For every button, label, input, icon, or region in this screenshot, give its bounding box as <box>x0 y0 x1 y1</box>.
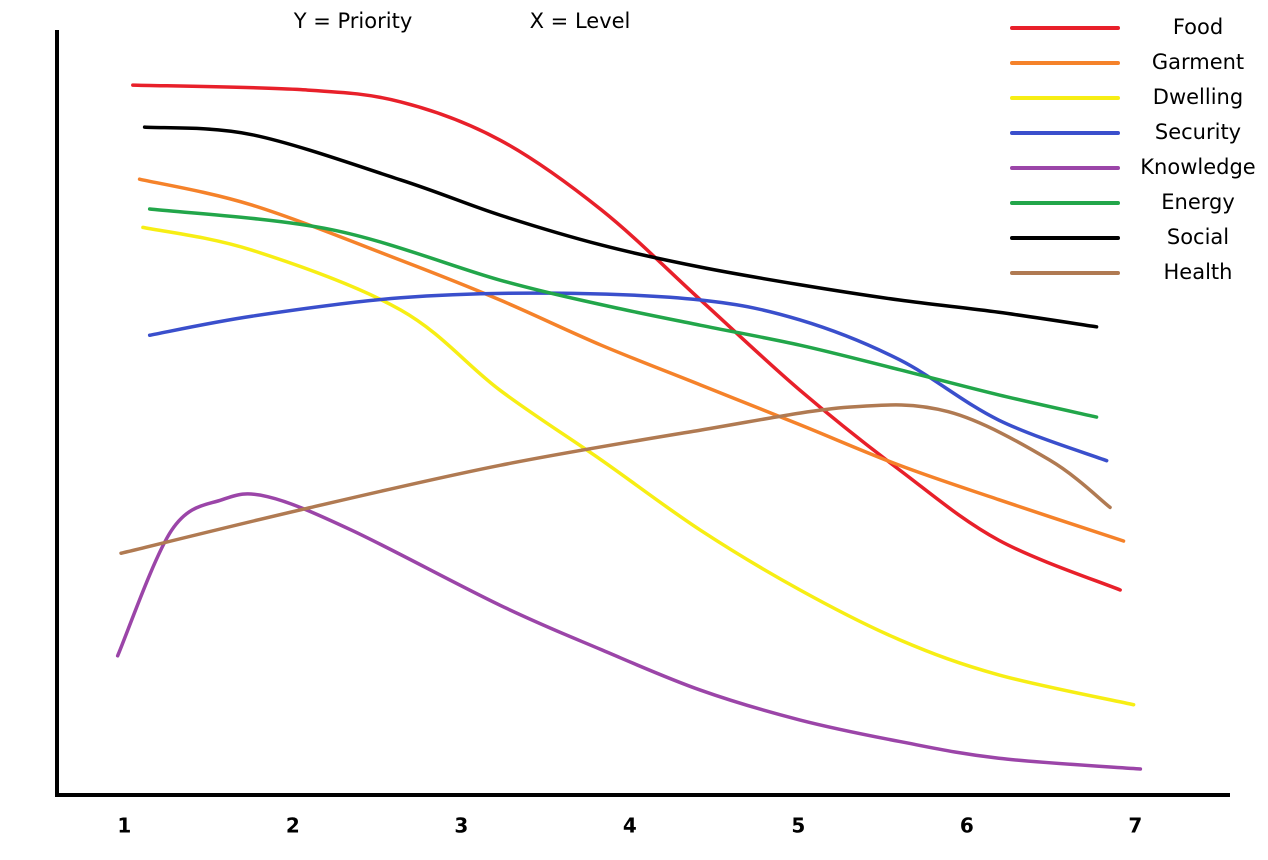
series-line <box>142 125 1099 329</box>
series-line <box>147 207 1099 419</box>
x-tick-label: 6 <box>960 814 974 838</box>
x-tick-label: 5 <box>791 814 805 838</box>
x-tick-label: 4 <box>623 814 637 838</box>
annotation: Y = Priority <box>293 9 413 33</box>
legend-label: Knowledge <box>1140 155 1255 179</box>
series-line <box>147 291 1109 463</box>
x-tick-label: 7 <box>1128 814 1142 838</box>
x-tick-label: 1 <box>117 814 131 838</box>
x-tick-label: 3 <box>454 814 468 838</box>
series-line <box>115 492 1143 771</box>
series-line <box>119 403 1112 556</box>
x-tick-label: 2 <box>286 814 300 838</box>
series-line <box>137 177 1126 543</box>
annotation: X = Level <box>530 9 631 33</box>
legend-label: Health <box>1164 260 1233 284</box>
legend-label: Security <box>1155 120 1241 144</box>
series-line <box>141 225 1136 707</box>
legend-label: Garment <box>1152 50 1244 74</box>
legend-label: Food <box>1173 15 1223 39</box>
legend-label: Energy <box>1161 190 1235 214</box>
legend-label: Social <box>1167 225 1229 249</box>
legend-label: Dwelling <box>1153 85 1243 109</box>
